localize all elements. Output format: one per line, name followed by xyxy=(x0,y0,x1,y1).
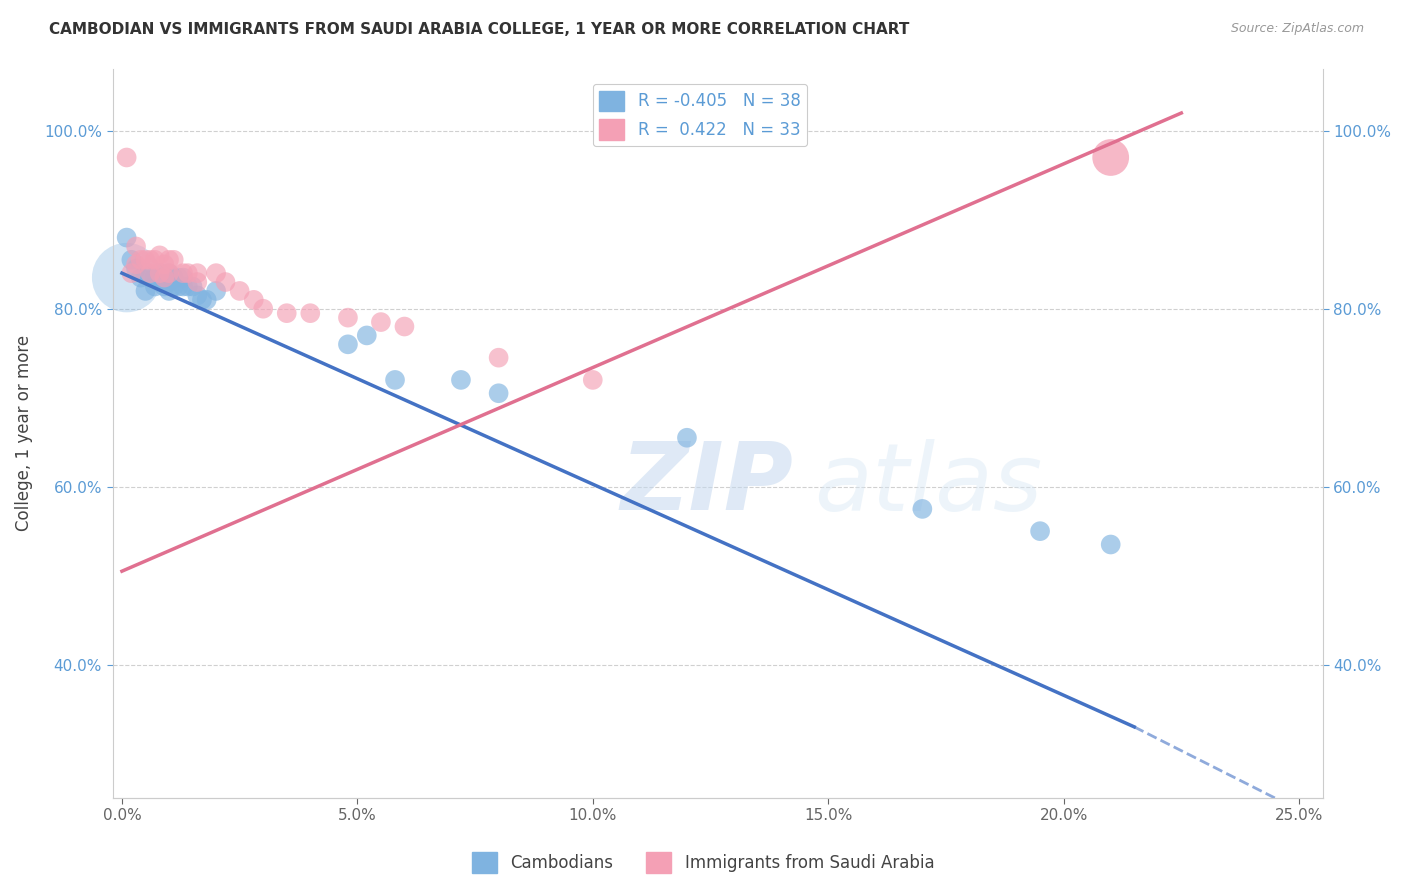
Point xyxy=(125,239,148,253)
Point xyxy=(191,293,214,307)
Point xyxy=(134,266,156,280)
Point xyxy=(242,293,264,307)
Point xyxy=(149,275,172,289)
Point xyxy=(356,328,378,343)
Point xyxy=(163,279,186,293)
Point xyxy=(911,502,934,516)
Point xyxy=(163,252,186,267)
Point xyxy=(181,279,204,293)
Point xyxy=(153,279,176,293)
Point xyxy=(125,261,148,276)
Point xyxy=(177,279,200,293)
Point xyxy=(115,270,138,285)
Text: CAMBODIAN VS IMMIGRANTS FROM SAUDI ARABIA COLLEGE, 1 YEAR OR MORE CORRELATION CH: CAMBODIAN VS IMMIGRANTS FROM SAUDI ARABI… xyxy=(49,22,910,37)
Point xyxy=(1099,537,1122,551)
Point xyxy=(177,266,200,280)
Point xyxy=(139,270,162,285)
Point xyxy=(488,351,510,365)
Point xyxy=(394,319,416,334)
Point xyxy=(153,270,176,285)
Point xyxy=(157,266,180,280)
Point xyxy=(488,386,510,401)
Point xyxy=(139,252,162,267)
Point xyxy=(336,310,359,325)
Point xyxy=(336,337,359,351)
Point xyxy=(163,270,186,285)
Point xyxy=(1029,524,1052,538)
Point xyxy=(115,151,138,165)
Text: Source: ZipAtlas.com: Source: ZipAtlas.com xyxy=(1230,22,1364,36)
Point xyxy=(143,252,166,267)
Point xyxy=(450,373,472,387)
Point xyxy=(172,279,194,293)
Point xyxy=(167,270,190,285)
Point xyxy=(157,275,180,289)
Point xyxy=(139,266,162,280)
Point xyxy=(1099,151,1122,165)
Point xyxy=(134,252,156,267)
Point xyxy=(129,252,152,267)
Point xyxy=(143,279,166,293)
Point xyxy=(167,279,190,293)
Point xyxy=(299,306,322,320)
Point xyxy=(195,293,218,307)
Text: ZIP: ZIP xyxy=(621,438,793,531)
Point xyxy=(157,252,180,267)
Point xyxy=(153,270,176,285)
Point xyxy=(228,284,250,298)
Text: atlas: atlas xyxy=(814,439,1043,530)
Legend: R = -0.405   N = 38, R =  0.422   N = 33: R = -0.405 N = 38, R = 0.422 N = 33 xyxy=(593,84,807,146)
Point xyxy=(157,266,180,280)
Point xyxy=(120,252,142,267)
Point xyxy=(205,266,228,280)
Point xyxy=(120,266,142,280)
Point xyxy=(157,284,180,298)
Point xyxy=(149,248,172,262)
Point xyxy=(149,266,172,280)
Point xyxy=(186,266,208,280)
Legend: Cambodians, Immigrants from Saudi Arabia: Cambodians, Immigrants from Saudi Arabia xyxy=(465,846,941,880)
Point xyxy=(186,275,208,289)
Point xyxy=(186,288,208,302)
Point xyxy=(115,230,138,244)
Point xyxy=(205,284,228,298)
Point xyxy=(134,284,156,298)
Point xyxy=(384,373,406,387)
Point xyxy=(214,275,236,289)
Point xyxy=(153,257,176,271)
Point xyxy=(149,266,172,280)
Point xyxy=(276,306,298,320)
Point xyxy=(143,270,166,285)
Point xyxy=(125,257,148,271)
Point xyxy=(129,270,152,285)
Y-axis label: College, 1 year or more: College, 1 year or more xyxy=(15,335,32,532)
Point xyxy=(370,315,392,329)
Point xyxy=(582,373,605,387)
Point xyxy=(172,270,194,285)
Point xyxy=(172,266,194,280)
Point xyxy=(676,431,699,445)
Point xyxy=(252,301,274,316)
